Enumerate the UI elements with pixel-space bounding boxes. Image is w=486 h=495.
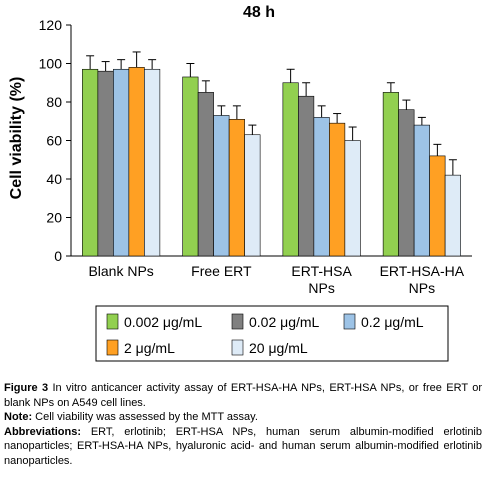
legend: 0.002 μg/mL 0.02 μg/mL 0.2 μg/mL 2 μg/mL 20 … — [95, 305, 449, 362]
figure-text: In vitro anticancer activity assay of ER… — [4, 382, 482, 409]
figure-label: Figure 3 — [4, 382, 49, 394]
figure: 48 h Cell viability (%) 0 20 40 60 80 100 120 B… — [8, 4, 472, 362]
figure-caption: Figure 3 In vitro anticancer activity as… — [4, 381, 482, 468]
bar — [329, 122, 346, 257]
x-tick-label: Free ERT — [191, 263, 252, 279]
chart-title: 48 h — [243, 4, 275, 21]
bar — [244, 134, 261, 257]
bar — [213, 115, 230, 257]
bar — [298, 95, 315, 257]
bar — [444, 174, 461, 257]
bar — [144, 68, 161, 257]
note-text: Cell viability was assessed by the MTT a… — [35, 411, 258, 423]
x-tick-label: ERT-HSA-HA NPs — [380, 263, 465, 296]
y-tick-label: 60 — [46, 133, 62, 149]
caption-note: Note: Cell viability was assessed by the… — [4, 410, 482, 425]
abbreviations-label: Abbreviations: — [4, 425, 82, 438]
y-tick-label: 0 — [54, 248, 62, 264]
bar — [344, 140, 361, 257]
bar — [228, 119, 245, 257]
legend-label: 2 μg/mL — [124, 340, 175, 356]
legend-swatch — [231, 339, 244, 356]
caption-main: Figure 3 In vitro anticancer activity as… — [4, 381, 482, 410]
bar — [128, 67, 145, 257]
legend-swatch — [106, 339, 119, 356]
y-tick-label: 100 — [39, 56, 63, 72]
legend-label: 20 μg/mL — [249, 340, 308, 356]
y-tick-label: 20 — [46, 210, 62, 226]
bar — [313, 117, 330, 257]
y-axis-label: Cell viability (%) — [8, 77, 25, 200]
bar — [82, 68, 99, 257]
legend-label: 0.2 μg/mL — [361, 314, 424, 330]
bar-chart: 48 h Cell viability (%) 0 20 40 60 80 100 120 B… — [8, 4, 472, 362]
bar — [282, 82, 299, 257]
plot-area: 0 20 40 60 80 100 120 Blank NPs Free ERT ERT-HSA N… — [39, 17, 472, 296]
legend-frame — [95, 305, 449, 362]
bar — [429, 155, 446, 257]
legend-swatch — [343, 313, 356, 330]
bar — [197, 92, 214, 257]
legend-label: 0.02 μg/mL — [249, 314, 320, 330]
x-tick-label: ERT-HSA NPs — [291, 263, 352, 296]
bar — [382, 92, 399, 257]
bar — [398, 109, 415, 257]
x-tick-label: Blank NPs — [88, 263, 153, 279]
caption-abbreviations: Abbreviations: ERT, erlotinib; ERT-HSA N… — [4, 425, 482, 469]
note-label: Note: — [4, 411, 33, 423]
y-tick-label: 80 — [46, 94, 62, 110]
bar — [97, 70, 114, 257]
bar — [182, 76, 199, 257]
y-tick-label: 40 — [46, 171, 62, 187]
bar — [413, 124, 430, 257]
bar — [113, 68, 130, 257]
legend-label: 0.002 μg/mL — [124, 314, 202, 330]
legend-swatch — [231, 313, 244, 330]
legend-swatch — [106, 313, 119, 330]
y-tick-label: 120 — [39, 17, 63, 33]
abbreviations-text: ERT, erlotinib; ERT-HSA NPs, human serum… — [4, 425, 482, 467]
